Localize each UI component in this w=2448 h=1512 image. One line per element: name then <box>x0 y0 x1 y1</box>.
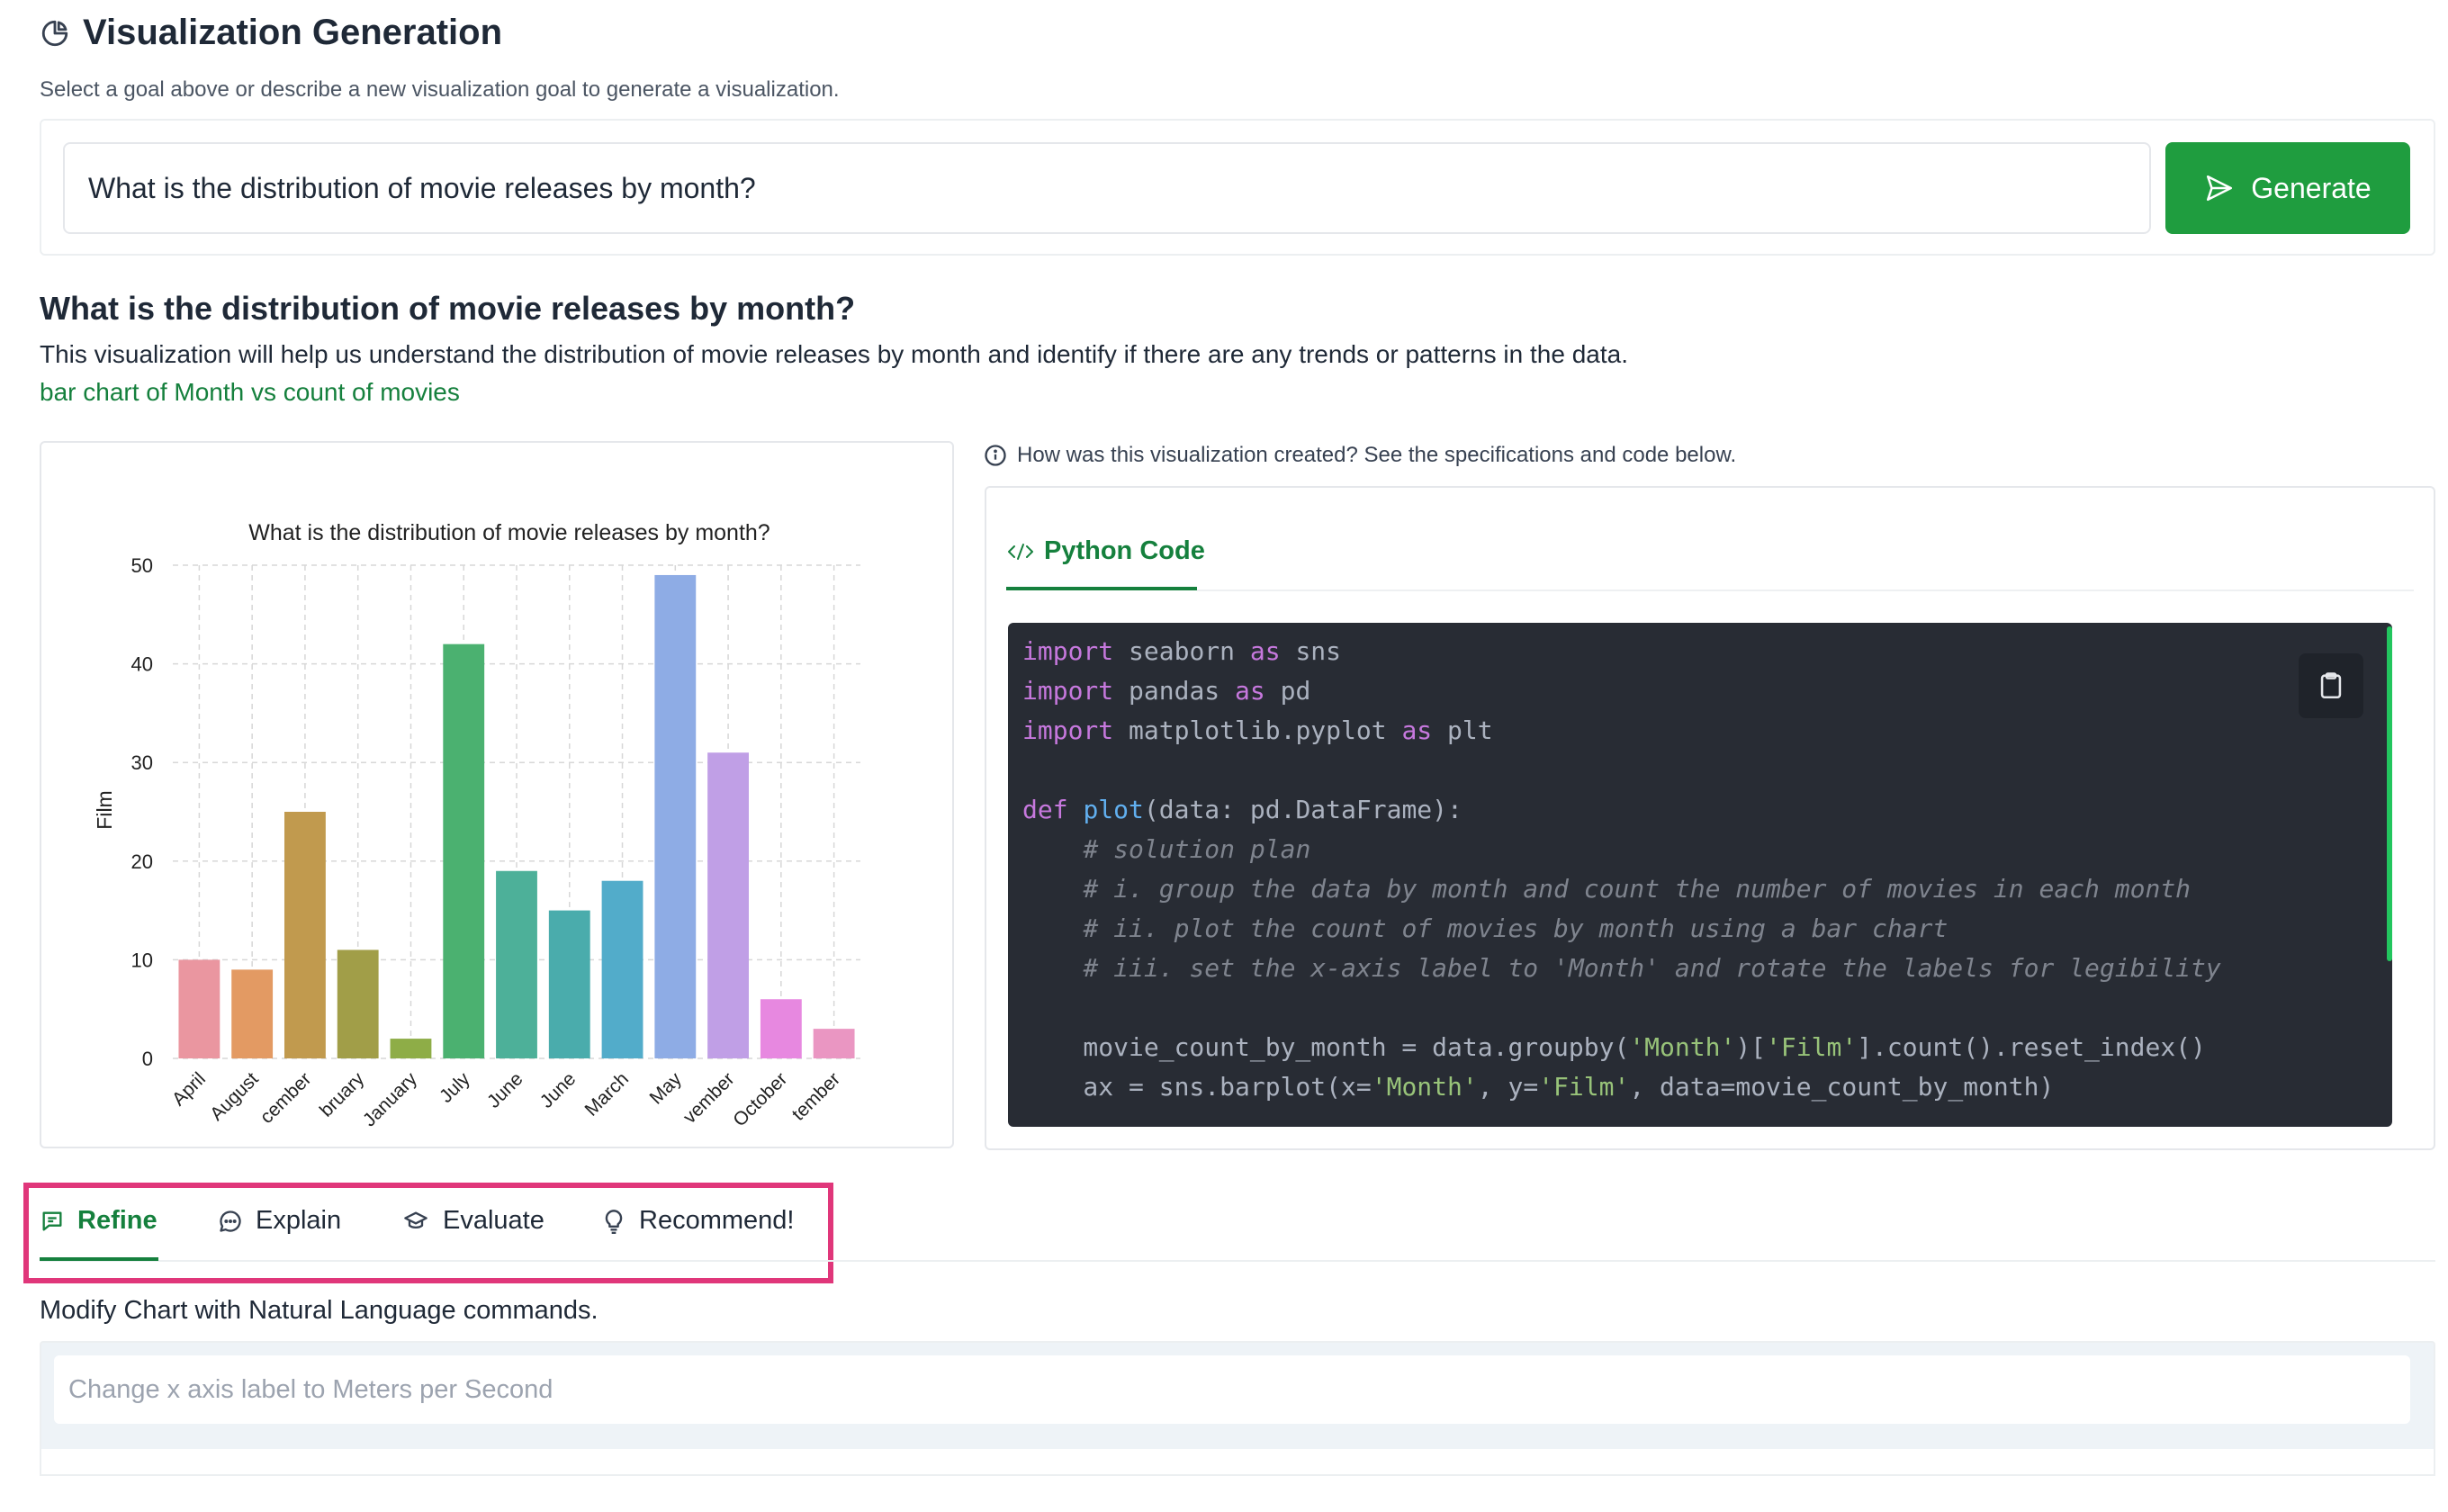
info-text: How was this visualization created? See … <box>1017 443 1737 467</box>
lightbulb-icon <box>605 1209 623 1234</box>
refine-panel-footer <box>40 1449 2435 1476</box>
page-subtitle: Select a goal above or describe a new vi… <box>40 77 840 102</box>
graduation-cap-icon <box>404 1211 428 1228</box>
chart-ytick-label: 10 <box>131 949 153 971</box>
chart-ytick-label: 30 <box>131 752 153 774</box>
goal-rationale: This visualization will help us understa… <box>40 340 1628 368</box>
chart-xtick-label: June <box>483 1068 526 1112</box>
chart-bar <box>548 910 590 1058</box>
tab-evaluate[interactable]: Evaluate <box>401 1206 544 1236</box>
refine-description: Modify Chart with Natural Language comma… <box>40 1296 598 1325</box>
info-line: How was this visualization created? See … <box>983 443 1736 468</box>
chart-title: What is the distribution of movie releas… <box>248 520 770 545</box>
generate-button-label: Generate <box>2251 171 2372 204</box>
bar-chart: What is the distribution of movie releas… <box>93 520 860 1130</box>
tab-recommend-label: Recommend! <box>639 1206 795 1235</box>
chart-xtick-label: cember <box>256 1068 316 1128</box>
code-tab-label: Python Code <box>1044 536 1205 565</box>
code-line: import pandas as pd <box>1022 676 1311 706</box>
code-tab-divider <box>1197 590 2414 591</box>
chart-bar <box>601 880 644 1058</box>
goal-question: What is the distribution of movie releas… <box>40 290 856 327</box>
code-line <box>1022 988 2221 1028</box>
chart-ytick-label: 0 <box>142 1048 153 1070</box>
chart-pie-icon <box>41 20 68 46</box>
tab-refine-label: Refine <box>77 1206 158 1235</box>
chart-bar <box>337 950 379 1058</box>
chart-ytick-label: 20 <box>131 850 153 873</box>
code-line: # ii. plot the count of movies by month … <box>1083 914 1948 943</box>
chart-xtick-label: October <box>729 1068 791 1130</box>
code-block[interactable]: import seaborn as sns import pandas as pd… <box>1008 623 2392 1127</box>
page-header: Visualization Generation <box>40 13 502 53</box>
chart-bar <box>284 812 326 1058</box>
chart-xtick-label: tember <box>788 1068 844 1124</box>
code-line: import seaborn as sns <box>1022 636 1342 666</box>
chart-bar <box>443 644 485 1058</box>
code-lines: import seaborn as sns import pandas as pd… <box>1022 632 2221 1107</box>
chart-xtick-label: July <box>436 1068 474 1107</box>
chart-xtick-label: August <box>206 1068 263 1125</box>
info-icon <box>985 445 1006 466</box>
code-icon <box>1008 543 1033 560</box>
chart-xtick-label: bruary <box>316 1068 369 1121</box>
chart-bar <box>813 1029 855 1058</box>
code-line: import matplotlib.pyplot as plt <box>1022 716 1493 745</box>
chart-xtick-label: April <box>168 1068 210 1110</box>
chart-bar <box>654 574 697 1058</box>
message-square-icon <box>42 1211 62 1230</box>
chart-xtick-label: March <box>581 1068 634 1120</box>
chart-bar <box>707 752 749 1058</box>
tabs-highlight-box <box>23 1183 833 1283</box>
code-tab-underline <box>1006 587 1197 590</box>
tab-refine[interactable]: Refine <box>40 1206 158 1236</box>
tab-explain[interactable]: Explain <box>218 1206 341 1236</box>
chart-bar <box>390 1039 432 1058</box>
send-icon <box>2207 175 2233 202</box>
code-line: def plot(data: pd.DataFrame): <box>1022 795 1462 824</box>
goal-spec: bar chart of Month vs count of movies <box>40 378 460 406</box>
chart-bar <box>760 999 802 1058</box>
generate-button[interactable]: Generate <box>2165 142 2410 234</box>
tab-evaluate-label: Evaluate <box>443 1206 544 1235</box>
chart-bar <box>231 969 274 1058</box>
tabs-divider <box>40 1260 2435 1262</box>
chart-card: What is the distribution of movie releas… <box>40 441 954 1148</box>
tab-active-underline <box>40 1257 158 1261</box>
tab-explain-label: Explain <box>256 1206 342 1235</box>
code-scrollbar[interactable] <box>2387 626 2392 961</box>
page-title: Visualization Generation <box>83 13 503 52</box>
tab-python-code[interactable]: Python Code <box>1006 536 1205 566</box>
chart-xtick-label: June <box>536 1068 580 1112</box>
chart-xtick-label: vember <box>680 1068 739 1128</box>
chart-xtick-label: May <box>646 1068 687 1109</box>
refine-input[interactable]: Change x axis label to Meters per Second <box>54 1355 2410 1424</box>
chat-bubble-icon <box>220 1210 241 1232</box>
code-line: movie_count_by_month = data.groupby('Mon… <box>1022 1032 2206 1062</box>
chart-xtick-label: January <box>359 1068 421 1130</box>
tab-recommend[interactable]: Recommend! <box>601 1206 794 1236</box>
chart-ytick-label: 50 <box>131 554 153 577</box>
code-line: ax = sns.barplot(x='Month', y='Film', da… <box>1022 1072 2055 1102</box>
code-line: # i. group the data by month and count t… <box>1083 874 2192 904</box>
chart-ylabel: Film <box>93 790 116 829</box>
code-line <box>1022 751 2221 790</box>
chart-bar <box>496 870 537 1058</box>
code-line: # solution plan <box>1083 834 1311 864</box>
copy-button[interactable] <box>2299 653 2363 718</box>
clipboard-icon <box>2320 672 2342 699</box>
chart-ytick-label: 40 <box>131 653 153 676</box>
goal-input[interactable]: What is the distribution of movie releas… <box>63 142 2151 234</box>
goal-input-panel <box>40 119 2435 256</box>
code-line: # iii. set the x-axis label to 'Month' a… <box>1083 953 2221 983</box>
chart-bar <box>178 959 220 1058</box>
